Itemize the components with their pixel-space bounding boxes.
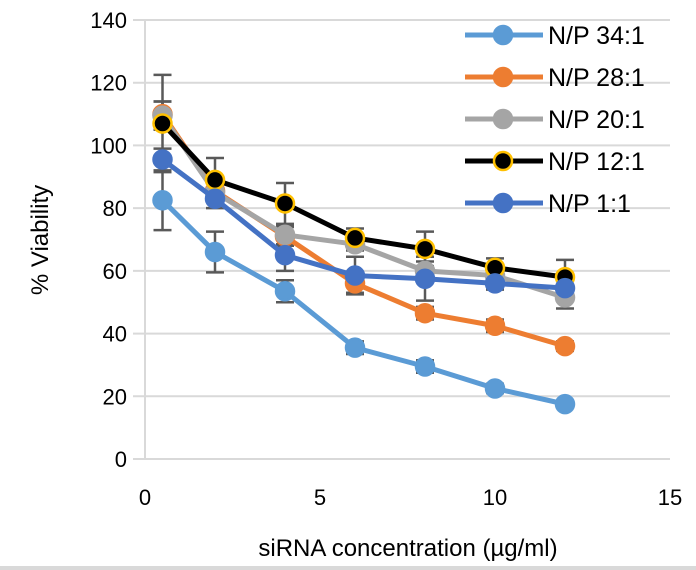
data-point bbox=[152, 149, 173, 170]
legend: N/P 34:1 N/P 28:1 N/P 20:1 N/P 12:1 N/P 1:1 bbox=[465, 22, 645, 218]
data-point bbox=[274, 193, 296, 214]
data-point bbox=[554, 393, 576, 415]
data-point bbox=[344, 337, 366, 358]
data-point bbox=[204, 188, 226, 209]
data-point bbox=[554, 277, 576, 299]
y-tick-label: 60 bbox=[103, 259, 127, 284]
series-n-p-1-1 bbox=[152, 149, 576, 299]
y-tick-label: 140 bbox=[90, 8, 127, 33]
legend-marker bbox=[492, 150, 514, 172]
data-point bbox=[414, 238, 436, 260]
y-tick-label: 0 bbox=[115, 447, 127, 472]
y-tick-label: 20 bbox=[103, 384, 127, 409]
data-point bbox=[484, 378, 506, 399]
series-n-p-28-1 bbox=[152, 103, 576, 357]
legend-label: N/P 28:1 bbox=[548, 64, 645, 92]
legend-marker bbox=[492, 108, 514, 130]
x-tick-label: 0 bbox=[139, 485, 151, 510]
legend-item: N/P 1:1 bbox=[465, 190, 631, 218]
y-tick-label: 40 bbox=[103, 322, 127, 347]
x-axis-title: siRNA concentration (µg/ml) bbox=[258, 535, 557, 562]
data-point bbox=[152, 190, 173, 211]
data-point bbox=[414, 268, 436, 289]
series-n-p-34-1 bbox=[152, 190, 576, 415]
data-point bbox=[274, 224, 296, 246]
data-point bbox=[344, 227, 366, 249]
legend-marker bbox=[492, 66, 514, 88]
legend-label: N/P 1:1 bbox=[548, 190, 631, 218]
x-tick-label: 5 bbox=[314, 485, 326, 510]
legend-item: N/P 20:1 bbox=[465, 106, 645, 134]
series-line bbox=[160, 112, 566, 349]
y-tick-label: 80 bbox=[103, 196, 127, 221]
legend-label: N/P 20:1 bbox=[548, 106, 645, 134]
error-bars bbox=[153, 100, 574, 353]
bottom-rule bbox=[0, 566, 696, 570]
series-group bbox=[152, 73, 576, 415]
legend-label: N/P 34:1 bbox=[548, 22, 645, 50]
y-tick-label: 100 bbox=[90, 133, 127, 158]
legend-item: N/P 28:1 bbox=[465, 64, 645, 92]
data-point bbox=[344, 265, 366, 286]
legend-label: N/P 12:1 bbox=[548, 148, 645, 176]
data-point bbox=[414, 302, 436, 324]
legend-item: N/P 12:1 bbox=[465, 148, 645, 176]
data-point bbox=[414, 356, 436, 377]
data-point bbox=[152, 113, 173, 134]
legend-item: N/P 34:1 bbox=[465, 22, 645, 50]
x-tick-label: 15 bbox=[658, 485, 682, 510]
data-point bbox=[204, 241, 226, 263]
y-tick-label: 120 bbox=[90, 71, 127, 96]
x-tick-labels: 0 5 10 15 bbox=[139, 485, 682, 510]
data-point bbox=[484, 315, 506, 336]
x-tick-label: 10 bbox=[483, 485, 507, 510]
y-axis-title: % Viability bbox=[27, 185, 54, 295]
data-point bbox=[554, 335, 576, 357]
legend-marker bbox=[492, 24, 514, 46]
data-point bbox=[274, 280, 296, 302]
data-point bbox=[274, 244, 296, 266]
legend-marker bbox=[492, 192, 514, 214]
data-point bbox=[484, 273, 506, 294]
y-tick-labels: 0 20 40 60 80 100 120 140 bbox=[90, 8, 127, 472]
data-point bbox=[204, 169, 226, 191]
